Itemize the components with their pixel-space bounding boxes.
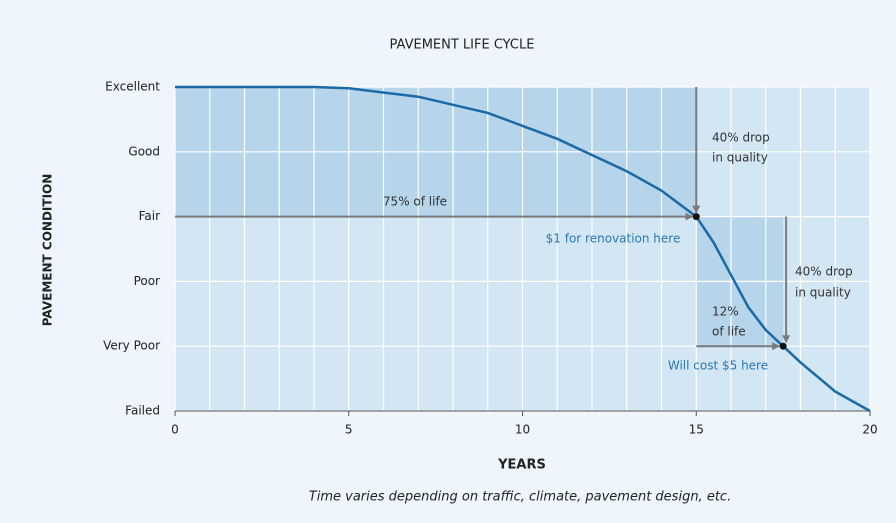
point (779, 342, 787, 350)
x-tick-label: 10 (515, 423, 530, 437)
y-axis-label: PAVEMENT CONDITION (41, 174, 55, 327)
annotation: of life (712, 325, 746, 339)
annotation: 75% of life (383, 195, 447, 209)
x-tick-label: 15 (689, 423, 704, 437)
annotation: Will cost $5 here (668, 359, 768, 373)
y-tick-label: Very Poor (103, 339, 160, 353)
annotation: $1 for renovation here (546, 232, 681, 246)
annotation: in quality (712, 151, 768, 165)
y-tick-label: Excellent (105, 80, 160, 94)
x-axis-label: YEARS (497, 458, 546, 473)
chart-title: PAVEMENT LIFE CYCLE (390, 38, 535, 53)
annotation: in quality (795, 286, 851, 300)
x-tick-label: 0 (171, 423, 179, 437)
x-tick-label: 5 (345, 423, 353, 437)
y-tick-label: Good (128, 144, 160, 158)
caption: Time varies depending on traffic, climat… (309, 490, 731, 505)
annotation: 40% drop (795, 265, 853, 279)
x-tick-label: 20 (862, 423, 877, 437)
annotation: 12% (712, 305, 739, 319)
annotation: 40% drop (712, 131, 770, 145)
y-tick-label: Poor (134, 274, 160, 288)
point (692, 213, 700, 221)
y-tick-label: Fair (139, 209, 160, 223)
y-tick-label: Failed (125, 404, 160, 418)
